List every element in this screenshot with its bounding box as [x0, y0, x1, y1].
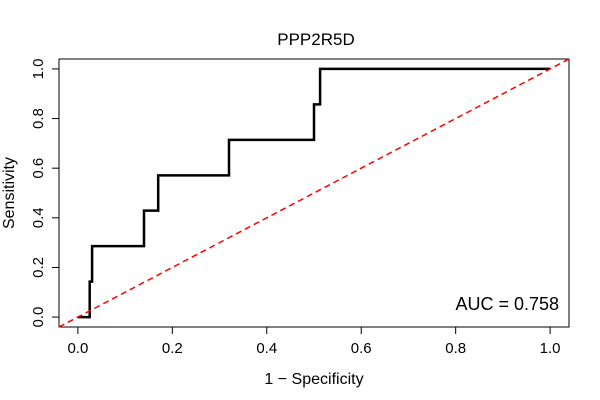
- x-tick-label: 0.2: [162, 340, 183, 357]
- y-tick-label: 0.6: [30, 158, 47, 179]
- x-tick-label: 0.0: [67, 340, 88, 357]
- y-axis: 0.0 0.2 0.4 0.6 0.8 1.0: [30, 58, 60, 328]
- chart-title: PPP2R5D: [277, 30, 354, 49]
- x-tick-label: 0.6: [351, 340, 372, 357]
- y-tick-label: 1.0: [30, 58, 47, 79]
- y-tick-label: 0.2: [30, 257, 47, 278]
- x-tick-label: 0.4: [256, 340, 277, 357]
- x-axis: 0.0 0.2 0.4 0.6 0.8 1.0: [67, 326, 561, 357]
- auc-annotation: AUC = 0.758: [455, 294, 559, 314]
- x-tick-label: 1.0: [540, 340, 561, 357]
- y-tick-label: 0.0: [30, 307, 47, 328]
- roc-curve-line: [77, 67, 551, 319]
- plot-frame: [58, 58, 570, 328]
- y-axis-title: Sensitivity: [1, 157, 18, 229]
- series-layer: [58, 58, 570, 328]
- x-axis-title: 1 − Specificity: [264, 371, 363, 388]
- reference-diagonal-line: [58, 58, 570, 328]
- x-tick-label: 0.8: [445, 340, 466, 357]
- y-tick-label: 0.4: [30, 207, 47, 228]
- y-tick-label: 0.8: [30, 108, 47, 129]
